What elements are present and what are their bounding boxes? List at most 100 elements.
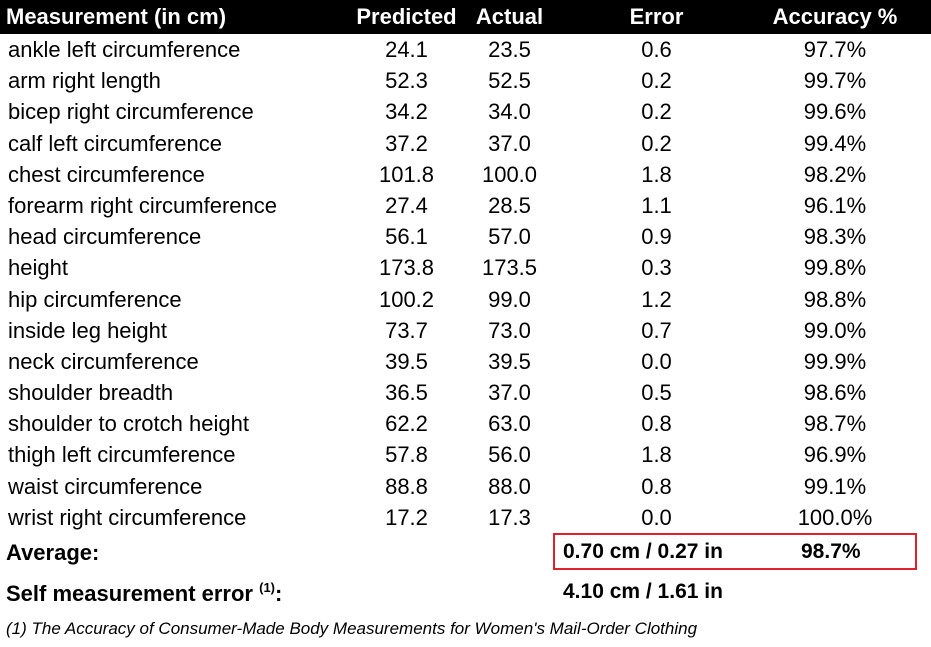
cell-measurement: arm right length (8, 68, 161, 94)
cell-predicted: 88.8 (385, 473, 428, 499)
cell-measurement: chest circumference (8, 161, 205, 187)
cell-predicted: 73.7 (385, 317, 428, 343)
cell-predicted: 52.3 (385, 68, 428, 94)
footnote: (1) The Accuracy of Consumer-Made Body M… (6, 619, 698, 638)
cell-actual: 37.0 (488, 380, 531, 406)
cell-error: 0.9 (641, 224, 672, 250)
header-predicted: Predicted (356, 4, 457, 29)
cell-actual: 73.0 (488, 317, 531, 343)
cell-accuracy: 96.9% (803, 442, 867, 468)
cell-measurement: shoulder to crotch height (8, 411, 249, 437)
cell-actual: 39.5 (488, 348, 531, 374)
cell-error: 1.8 (641, 442, 672, 468)
self-measurement-value: 4.10 cm / 1.61 in (563, 580, 723, 603)
cell-error: 0.2 (641, 130, 672, 156)
cell-measurement: bicep right circumference (8, 99, 254, 125)
table-row: shoulder to crotch height 62.2 63.0 0.8 98.7… (0, 408, 931, 439)
cell-actual: 173.5 (481, 255, 538, 281)
cell-measurement: neck circumference (8, 348, 199, 374)
cell-predicted: 101.8 (378, 161, 435, 187)
header-measurement: Measurement (in cm) (6, 4, 227, 29)
cell-predicted: 57.8 (385, 442, 428, 468)
cell-actual: 88.0 (488, 473, 531, 499)
table-row: head circumference 56.1 57.0 0.9 98.3% (0, 221, 931, 252)
cell-accuracy: 99.6% (803, 99, 867, 125)
cell-predicted: 34.2 (385, 99, 428, 125)
cell-predicted: 39.5 (385, 348, 428, 374)
self-measurement-label-text: Self measurement error (6, 581, 260, 606)
cell-accuracy: 99.1% (803, 473, 867, 499)
table-row: thigh left circumference 57.8 56.0 1.8 96.9% (0, 439, 931, 470)
table-header: Measurement (in cm) Predicted Actual Err… (0, 0, 931, 34)
cell-predicted: 62.2 (385, 411, 428, 437)
cell-accuracy: 98.6% (803, 380, 867, 406)
average-highlight-box (553, 533, 917, 570)
cell-error: 0.0 (641, 348, 672, 374)
cell-error: 1.8 (641, 161, 672, 187)
cell-error: 0.8 (641, 473, 672, 499)
table-row: ankle left circumference 24.1 23.5 0.6 97.7% (0, 34, 931, 65)
cell-measurement: thigh left circumference (8, 442, 236, 468)
cell-error: 0.7 (641, 317, 672, 343)
cell-accuracy: 99.7% (803, 68, 867, 94)
cell-actual: 57.0 (488, 224, 531, 250)
cell-predicted: 37.2 (385, 130, 428, 156)
cell-measurement: height (8, 255, 68, 281)
cell-measurement: hip circumference (8, 286, 182, 312)
self-measurement-label: Self measurement error (1): (6, 580, 282, 607)
table-body: ankle left circumference 24.1 23.5 0.6 97.7%… (0, 34, 931, 533)
cell-actual: 63.0 (488, 411, 531, 437)
cell-predicted: 17.2 (385, 504, 428, 530)
cell-measurement: ankle left circumference (8, 37, 241, 62)
cell-accuracy: 99.0% (803, 317, 867, 343)
cell-error: 1.2 (641, 286, 672, 312)
cell-accuracy: 96.1% (803, 192, 867, 218)
cell-measurement: waist circumference (8, 473, 203, 499)
cell-actual: 99.0 (488, 286, 531, 312)
table-row: wrist right circumference 17.2 17.3 0.0 100.… (0, 502, 931, 533)
cell-accuracy: 99.9% (803, 348, 867, 374)
cell-actual: 37.0 (488, 130, 531, 156)
cell-accuracy: 97.7% (803, 37, 867, 62)
cell-actual: 28.5 (488, 192, 531, 218)
header-actual: Actual (475, 4, 544, 29)
cell-accuracy: 98.3% (803, 224, 867, 250)
cell-measurement: inside leg height (8, 317, 168, 343)
cell-measurement: calf left circumference (8, 130, 222, 156)
cell-actual: 56.0 (488, 442, 531, 468)
table-row: neck circumference 39.5 39.5 0.0 99.9% (0, 346, 931, 377)
cell-error: 0.2 (641, 68, 672, 94)
cell-predicted: 173.8 (378, 255, 435, 281)
header-accuracy: Accuracy % (772, 4, 898, 29)
cell-accuracy: 98.7% (803, 411, 867, 437)
cell-predicted: 56.1 (385, 224, 428, 250)
cell-error: 0.6 (641, 37, 672, 62)
cell-predicted: 100.2 (378, 286, 435, 312)
cell-predicted: 36.5 (385, 380, 428, 406)
cell-accuracy: 99.8% (803, 255, 867, 281)
average-accuracy: 98.7% (801, 540, 861, 563)
cell-accuracy: 98.2% (803, 161, 867, 187)
cell-measurement: shoulder breadth (8, 380, 174, 406)
cell-actual: 100.0 (481, 161, 538, 187)
cell-error: 0.0 (641, 504, 672, 530)
cell-error: 0.3 (641, 255, 672, 281)
self-measurement-colon: : (275, 581, 283, 606)
cell-predicted: 24.1 (385, 37, 428, 62)
table-row: forearm right circumference 27.4 28.5 1.1 96… (0, 190, 931, 221)
cell-actual: 17.3 (488, 504, 531, 530)
cell-actual: 52.5 (488, 68, 531, 94)
table-row: calf left circumference 37.2 37.0 0.2 99.4% (0, 128, 931, 159)
average-label: Average: (6, 540, 100, 565)
cell-measurement: head circumference (8, 224, 202, 250)
cell-error: 0.2 (641, 99, 672, 125)
table-row: inside leg height 73.7 73.0 0.7 99.0% (0, 315, 931, 346)
table-row: height 173.8 173.5 0.3 99.8% (0, 252, 931, 283)
cell-measurement: forearm right circumference (8, 192, 277, 218)
cell-accuracy: 98.8% (803, 286, 867, 312)
cell-error: 0.5 (641, 380, 672, 406)
table-row: arm right length 52.3 52.5 0.2 99.7% (0, 65, 931, 96)
table-row: shoulder breadth 36.5 37.0 0.5 98.6% (0, 377, 931, 408)
table-row: bicep right circumference 34.2 34.0 0.2 99.6… (0, 96, 931, 127)
self-measurement-ref: (1) (259, 580, 275, 595)
